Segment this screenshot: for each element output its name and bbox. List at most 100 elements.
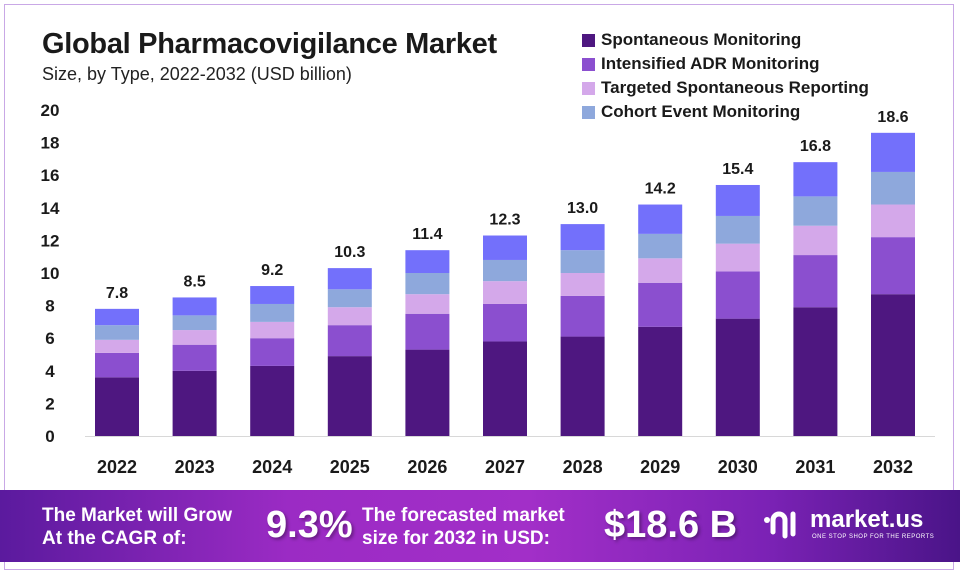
y-tick-label: 2 [45, 394, 54, 413]
total-data-label: 18.6 [877, 109, 908, 126]
bar-segment-4 [405, 250, 450, 273]
total-data-label: 11.4 [412, 226, 442, 243]
bar-segment-4 [483, 235, 527, 260]
y-tick-label: 20 [41, 101, 60, 120]
bar-segment-0 [95, 377, 139, 436]
bar-segment-0 [793, 307, 838, 436]
bar-segment-4 [172, 297, 217, 316]
bar-segment-3 [327, 289, 372, 308]
bar-segment-3 [871, 171, 915, 205]
cagr-label-line2: At the CAGR of: [42, 528, 187, 549]
x-tick-label: 2030 [718, 457, 758, 477]
x-tick-label: 2027 [485, 457, 525, 477]
x-tick-label: 2025 [330, 457, 370, 477]
y-tick-label: 14 [41, 199, 60, 218]
bar-segment-0 [715, 318, 760, 436]
y-tick-label: 12 [41, 231, 60, 250]
bar-segment-1 [405, 313, 450, 350]
bar-segment-2 [793, 225, 838, 256]
total-data-label: 7.8 [106, 285, 128, 302]
bar-segment-1 [250, 338, 295, 366]
total-data-label: 13.0 [567, 200, 598, 217]
summary-banner: The Market will Grow At the CAGR of: 9.3… [0, 490, 960, 562]
legend-item: Targeted Spontaneous Reporting [582, 76, 869, 100]
legend-swatch [582, 57, 595, 71]
bar-segment-3 [405, 273, 450, 295]
legend-label: Intensified ADR Monitoring [601, 54, 820, 73]
logo-name: market.us [810, 506, 924, 533]
x-tick-label: 2028 [563, 457, 603, 477]
bar-segment-1 [560, 295, 605, 337]
bar-segment-2 [483, 281, 527, 304]
legend-label: Targeted Spontaneous Reporting [601, 78, 869, 97]
bar-segment-3 [560, 250, 605, 273]
bar-segment-0 [405, 349, 450, 436]
logo-tagline: ONE STOP SHOP FOR THE REPORTS [812, 534, 935, 540]
bar-segment-1 [638, 282, 683, 327]
bar-segment-2 [95, 339, 139, 353]
y-tick-label: 18 [41, 134, 60, 153]
bar-segment-4 [95, 308, 139, 326]
y-tick-label: 16 [41, 166, 60, 185]
y-tick-label: 0 [45, 427, 54, 446]
bar-segment-2 [871, 204, 915, 238]
legend-item: Spontaneous Monitoring [582, 28, 869, 52]
x-tick-label: 2024 [252, 457, 292, 477]
bar-segment-1 [95, 352, 139, 378]
x-tick-label: 2029 [640, 457, 680, 477]
bar-segment-3 [793, 196, 838, 226]
forecast-label-line2: size for 2032 in USD: [362, 528, 550, 549]
bar-segment-1 [715, 271, 760, 319]
total-data-label: 12.3 [489, 212, 520, 229]
legend-label: Spontaneous Monitoring [601, 30, 802, 49]
bar-segment-2 [715, 243, 760, 272]
bar-segment-2 [250, 321, 295, 339]
bar-segment-1 [483, 303, 527, 342]
bar-segment-4 [560, 224, 605, 251]
bar-segment-0 [172, 370, 217, 436]
forecast-label-line1: The forecasted market [362, 505, 565, 526]
bar-segment-1 [793, 255, 838, 308]
bar-chart: 0 2 4 6 8 10 12 14 16 18 20 7.8 2022 8.5 2023 9.2 2024 10… [41, 101, 935, 477]
cagr-value: 9.3% [266, 504, 353, 546]
bar-segment-2 [172, 330, 217, 345]
legend-label: Cohort Event Monitoring [601, 102, 801, 121]
forecast-value: $18.6 B [604, 504, 738, 546]
bar-segment-2 [560, 273, 605, 296]
bar-segment-0 [327, 356, 372, 436]
legend: Spontaneous Monitoring Intensified ADR M… [582, 28, 869, 124]
frame-border [4, 4, 954, 570]
bar-segment-4 [327, 268, 372, 290]
logo-mark-icon [764, 511, 796, 539]
bar-segment-4 [638, 204, 683, 234]
bar-segment-3 [638, 233, 683, 259]
bar-segment-3 [483, 259, 527, 282]
bar-segment-3 [172, 315, 217, 331]
y-tick-label: 10 [41, 264, 60, 283]
bar-segment-1 [172, 344, 217, 371]
bar-segment-3 [250, 303, 295, 322]
x-tick-label: 2032 [873, 457, 913, 477]
total-data-label: 15.4 [722, 161, 753, 178]
bar-segment-2 [638, 258, 683, 283]
bar-segment-4 [715, 184, 760, 216]
bar-segment-0 [483, 341, 527, 436]
legend-item: Cohort Event Monitoring [582, 100, 869, 124]
bar-segment-2 [405, 294, 450, 314]
bar-segment-2 [327, 307, 372, 326]
bar-segment-1 [871, 237, 915, 295]
total-data-label: 8.5 [183, 273, 205, 290]
legend-swatch [582, 81, 595, 95]
y-tick-label: 4 [45, 362, 55, 381]
x-tick-label: 2023 [175, 457, 215, 477]
bar-segment-0 [871, 294, 915, 436]
total-data-label: 9.2 [261, 262, 283, 279]
legend-swatch [582, 105, 595, 119]
bar-segment-0 [560, 336, 605, 436]
y-tick-label: 8 [45, 297, 54, 316]
x-tick-label: 2026 [407, 457, 447, 477]
legend-item: Intensified ADR Monitoring [582, 52, 869, 76]
total-data-label: 10.3 [334, 244, 365, 261]
bar-segment-0 [250, 365, 295, 436]
chart-subtitle: Size, by Type, 2022-2032 (USD billion) [42, 64, 352, 84]
